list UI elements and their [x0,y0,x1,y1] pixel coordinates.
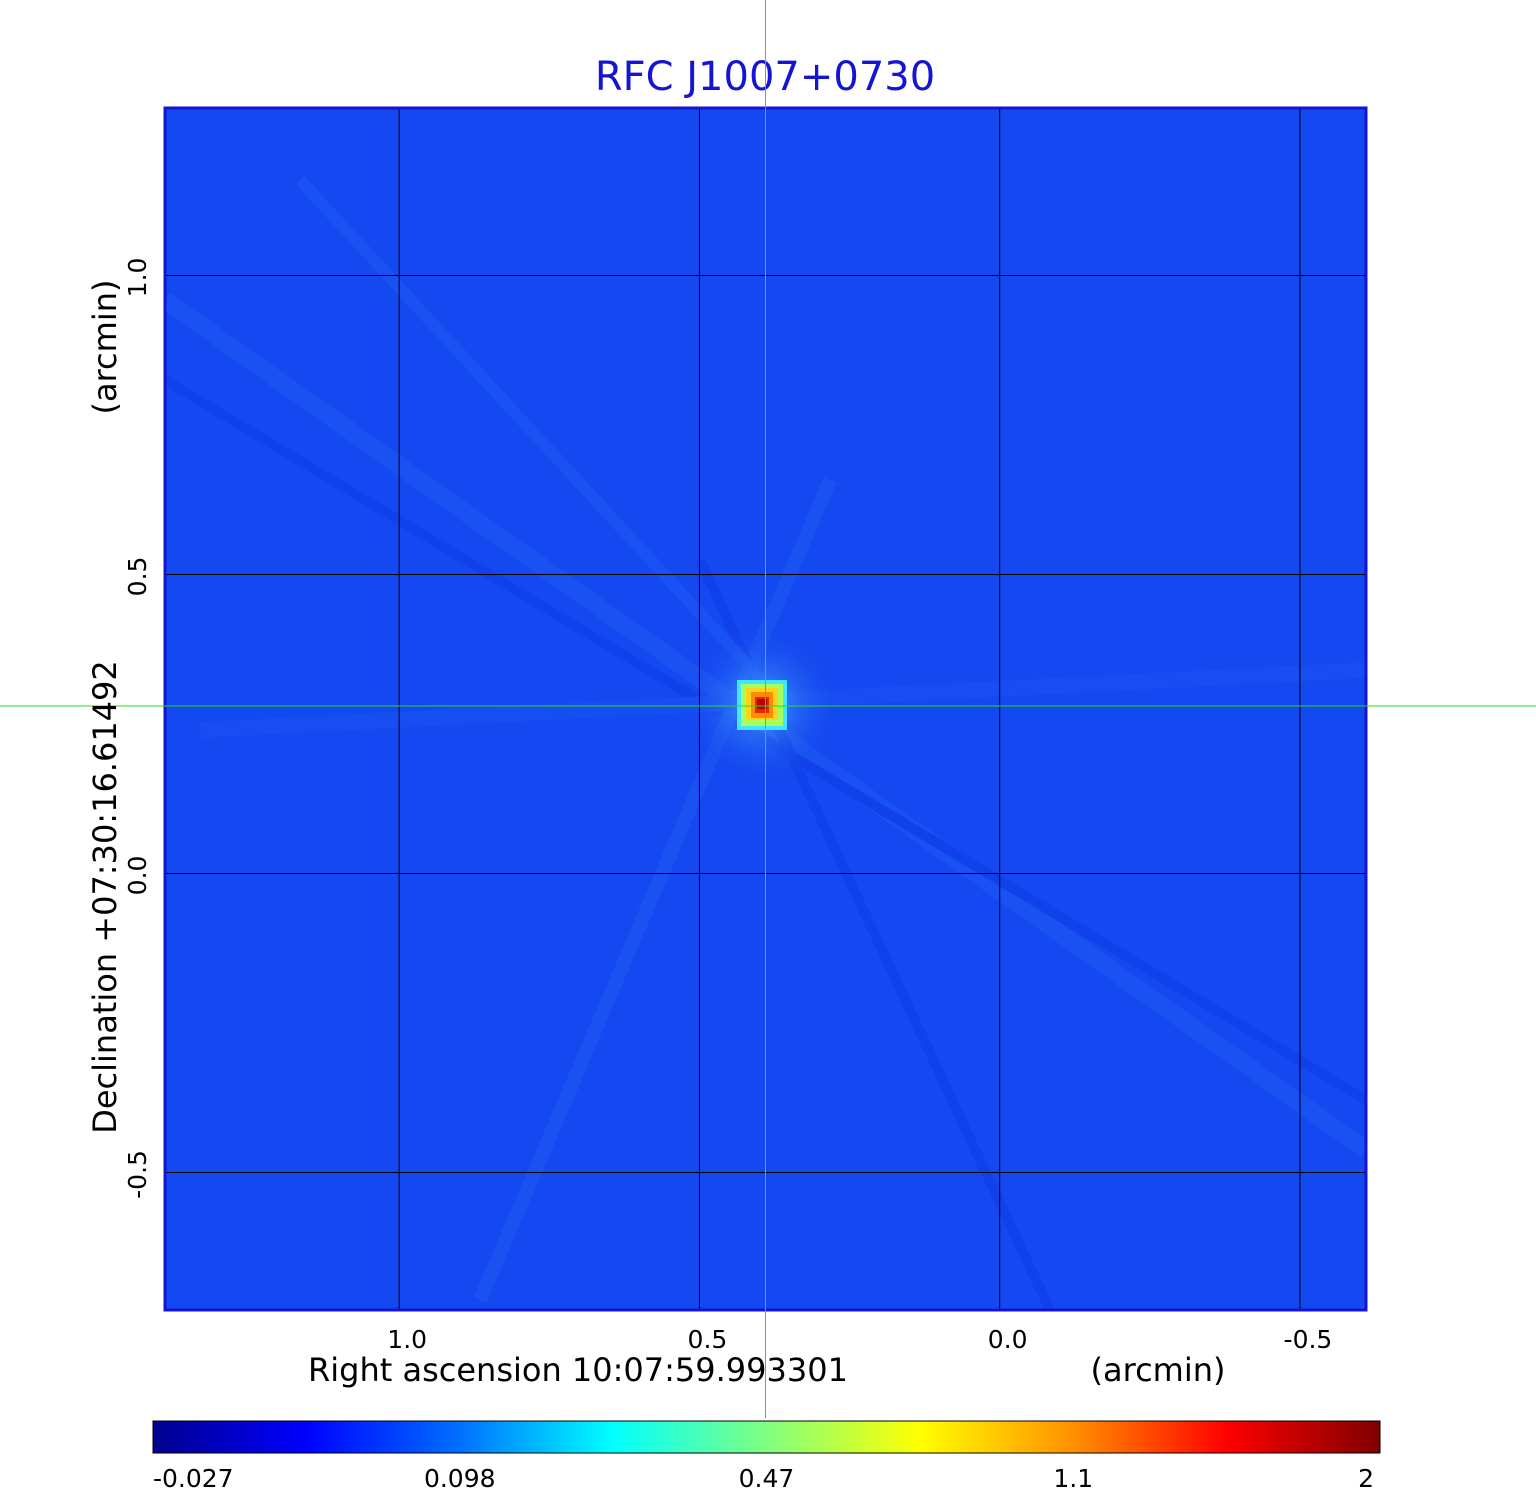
colorbar-tick-label: 1.1 [1053,1464,1093,1493]
colorbar [152,1420,1381,1454]
y-tick-label: 0.0 [123,856,152,896]
y-tick-label: 0.5 [123,557,152,597]
colorbar-tick-label: -0.027 [153,1464,234,1493]
colorbar-tick-labels: -0.027 0.098 0.47 1.1 2 [153,1464,1374,1493]
x-axis-unit: (arcmin) [1091,1351,1226,1389]
grid-lines [165,108,1366,1310]
colorbar-tick-label: 0.098 [424,1464,496,1493]
source-blob [737,680,787,730]
crosshair [0,0,1536,1418]
y-tick-label: -0.5 [123,1150,152,1199]
x-tick-label: -0.5 [1284,1325,1333,1354]
x-tick-label: 1.0 [387,1325,427,1354]
x-tick-labels: 1.0 0.5 0.0 -0.5 [387,1325,1332,1354]
x-tick-label: 0.5 [688,1325,728,1354]
colorbar-tick-label: 0.47 [739,1464,795,1493]
x-tick-label: 0.0 [988,1325,1028,1354]
y-tick-label: 1.0 [123,258,152,298]
y-axis-label: Declination +07:30:16.61492 [86,660,124,1134]
colorbar-tick-label: 2 [1358,1464,1374,1493]
x-axis-label: Right ascension 10:07:59.993301 [308,1351,848,1389]
y-tick-labels: 1.0 0.5 0.0 -0.5 [123,258,152,1199]
y-axis-unit: (arcmin) [86,280,124,415]
